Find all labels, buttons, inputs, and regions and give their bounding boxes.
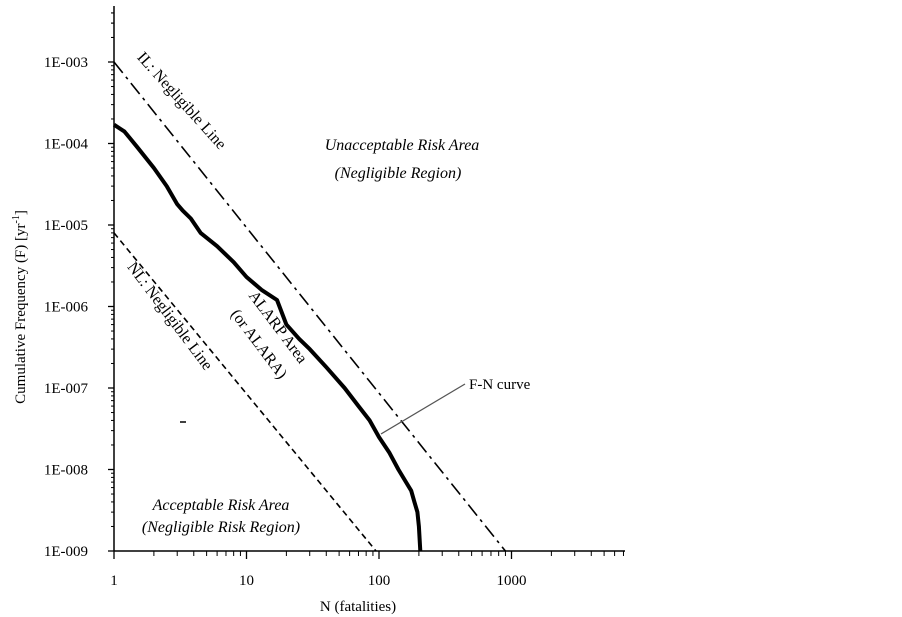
il-line-label: IL: Negligible Line: [133, 49, 229, 153]
fn-curve-line: [112, 123, 423, 552]
y-tick-label: 1E-006: [44, 300, 89, 316]
y-tick-label: 1E-003: [44, 55, 88, 71]
y-tick-label: 1E-009: [44, 544, 88, 560]
y-axis-title: Cumulative Frequency (F) [yr-1]: [11, 210, 29, 404]
nl-negligible-line: [113, 232, 377, 552]
fn-curve-label: F-N curve: [469, 377, 531, 393]
y-axis-title-sup: -1: [11, 215, 22, 223]
y-tick-label: 1E-008: [44, 463, 88, 479]
fn-curve-leader: [380, 383, 466, 435]
y-tick-label: 1E-005: [44, 218, 88, 234]
x-tick-labels: 1 10 100 1000: [110, 573, 526, 589]
il-negligible-line: [113, 61, 507, 552]
y-tick-label: 1E-007: [44, 381, 89, 397]
y-tick-labels: 1E-009 1E-008 1E-007 1E-006 1E-005 1E-004 1E-0…: [44, 55, 89, 560]
x-tick-label: 1: [110, 573, 118, 589]
y-axis-title-end: ]: [13, 210, 29, 215]
y-axis-title-main: Cumulative Frequency (F) [yr: [13, 223, 29, 403]
tick-marks: [108, 12, 624, 559]
acceptable-area-sublabel: (Negligible Risk Region): [142, 519, 300, 536]
x-axis-title: N (fatalities): [320, 599, 396, 615]
acceptable-area-label: Acceptable Risk Area: [152, 497, 290, 514]
unacceptable-area-sublabel: (Negligible Region): [335, 165, 462, 182]
y-tick-label: 1E-004: [44, 137, 89, 153]
x-tick-label: 10: [239, 573, 254, 589]
unacceptable-area-label: Unacceptable Risk Area: [325, 137, 480, 154]
x-tick-label: 100: [368, 573, 391, 589]
x-tick-label: 1000: [497, 573, 527, 589]
nl-line-label: NL: Negligible Line: [123, 259, 215, 374]
